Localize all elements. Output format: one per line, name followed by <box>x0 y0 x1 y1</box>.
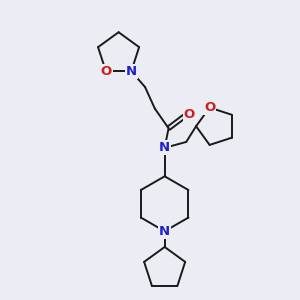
Text: N: N <box>126 65 137 78</box>
Text: O: O <box>184 108 195 121</box>
Text: O: O <box>100 65 112 78</box>
Text: N: N <box>159 141 170 154</box>
Text: O: O <box>204 101 215 114</box>
Text: N: N <box>159 225 170 238</box>
